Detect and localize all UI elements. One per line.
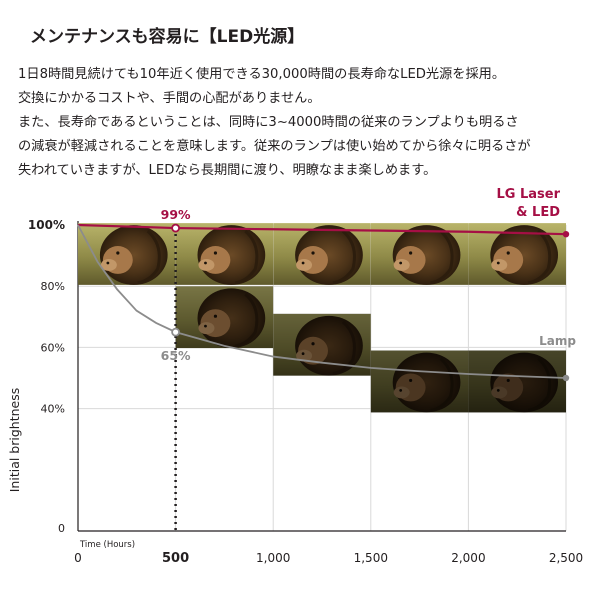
y-axis-title: Initial brightness — [7, 388, 22, 493]
x-tick-label: 500 — [162, 551, 189, 566]
x-tick-label: 0 — [74, 551, 82, 565]
annotation-marker — [171, 223, 181, 233]
x-tick-label: 2,500 — [549, 551, 583, 565]
laser-series-label: LG Laser — [496, 187, 560, 202]
lamp-series-label: Lamp — [539, 334, 576, 348]
x-axis-title: Time (Hours) — [79, 540, 135, 550]
lion-photo-laser — [273, 223, 371, 285]
laser-end-point — [562, 230, 570, 238]
chart-labels: 99% 65% 0 40% 60% 80% 100% 0 500 1,000 1,500 2,000 2… — [7, 187, 583, 566]
description-line: また、長寿命であるということは、同時に3~4000時間の従来のランプよりも明るさ — [18, 115, 519, 130]
description: 1日8時間見続けても10年近く使用できる30,000時間の長寿命なLED光源を採… — [18, 63, 586, 183]
lamp-end-point — [562, 374, 570, 382]
lion-photo-lamp — [175, 286, 274, 349]
lion-image — [175, 223, 274, 285]
page-heading: メンテナンスも容易に【LED光源】 — [30, 27, 305, 47]
lion-photo-lamp — [370, 350, 469, 413]
description-line: 交換にかかるコストや、手間の心配がありません。 — [18, 91, 321, 106]
annotation-marker — [171, 327, 181, 337]
chart-series — [77, 223, 570, 531]
lamp-series-line — [77, 224, 567, 379]
description-line: の減衰が軽減されることを意味します。従来のランプは使い始めてから徐々に明るさが — [18, 139, 531, 154]
photo-dim — [175, 286, 274, 349]
description-line: 1日8時間見続けても10年近く使用できる30,000時間の長寿命なLED光源を採… — [18, 67, 506, 82]
y-tick-label: 100% — [28, 218, 65, 232]
annotation-label: 65% — [161, 348, 191, 363]
x-tick-label: 1,500 — [354, 551, 388, 565]
description-line: 失われていきますが、LEDなら長期間に渡り、明瞭なまま楽しめます。 — [18, 163, 437, 178]
laser-series-label: & LED — [516, 205, 560, 220]
y-tick-label: 80% — [41, 280, 65, 293]
laser-series-line — [77, 223, 567, 236]
lion-photo-lamp — [468, 350, 566, 413]
lion-photos — [78, 223, 566, 413]
y-tick-label: 0 — [58, 522, 65, 535]
y-tick-label: 40% — [41, 403, 65, 416]
lion-photo-laser — [175, 223, 274, 285]
annotation-label: 99% — [161, 207, 191, 222]
photo-dim — [468, 350, 566, 413]
y-tick-label: 60% — [41, 341, 65, 354]
photo-dim — [370, 350, 469, 413]
x-tick-label: 1,000 — [256, 551, 290, 565]
lion-image — [273, 223, 371, 285]
x-tick-label: 2,000 — [451, 551, 485, 565]
